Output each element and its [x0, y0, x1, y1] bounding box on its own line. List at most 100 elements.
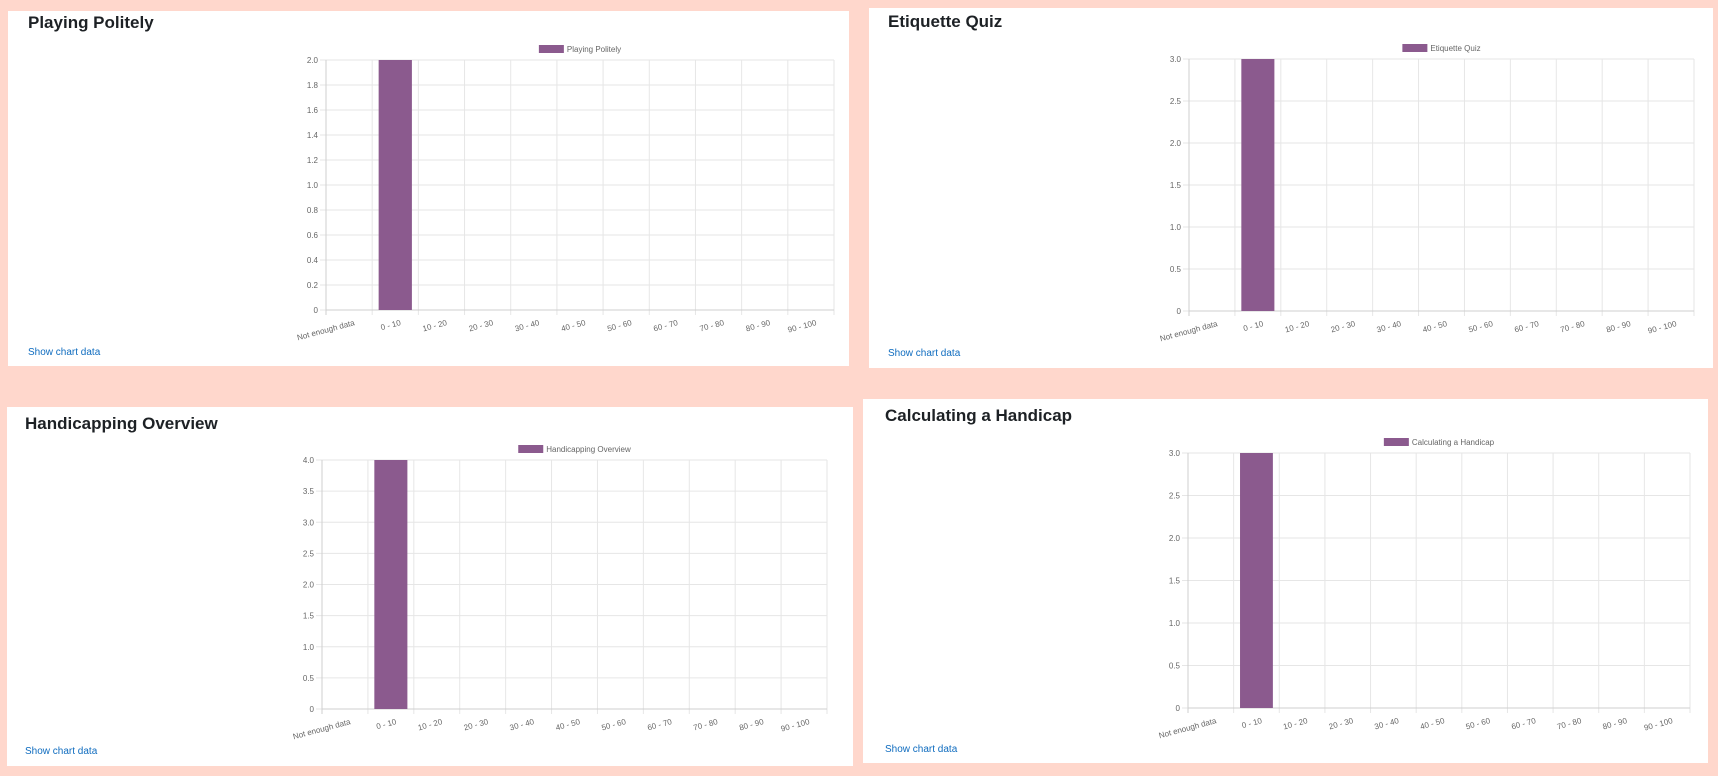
legend-label: Calculating a Handicap [1412, 438, 1495, 447]
bar [1240, 453, 1273, 708]
y-tick-label: 1.5 [1170, 181, 1182, 190]
show-chart-data-link[interactable]: Show chart data [888, 348, 961, 359]
legend-label: Etiquette Quiz [1430, 44, 1480, 53]
chart-card-etiquette-quiz: Etiquette Quiz Etiquette Quiz 0 0.5 1.0 1.5 2… [869, 8, 1713, 368]
x-tick-label: 70 - 80 [1559, 319, 1586, 334]
y-tick-label: 0 [310, 705, 315, 714]
y-tick-label: 1.0 [303, 643, 315, 652]
y-tick-label: 2.5 [1169, 492, 1181, 501]
bar-chart: Etiquette Quiz 0 0.5 1.0 1.5 2.0 2.5 3.0 Not eno… [1159, 44, 1695, 343]
x-tick-label: 40 - 50 [555, 717, 582, 732]
y-tick-label: 2.0 [307, 56, 319, 65]
x-tick-label: 50 - 60 [601, 717, 628, 732]
x-tick-label: 60 - 70 [1510, 716, 1537, 731]
y-tick-label: 3.5 [303, 487, 315, 496]
x-tick-label: 10 - 20 [422, 318, 449, 333]
x-tick-label: 50 - 60 [606, 318, 633, 333]
y-tick-label: 3.0 [1169, 449, 1181, 458]
x-tick-label: 90 - 100 [787, 318, 818, 334]
y-tick-label: 0.5 [303, 674, 315, 683]
chart-card-playing-politely: Playing Politely Playing Politely 0 0.2 0.4… [8, 11, 849, 366]
y-tick-label: 0.5 [1170, 265, 1182, 274]
x-tick-label: 60 - 70 [1513, 319, 1540, 334]
bar [1241, 59, 1275, 311]
x-tick-label: 90 - 100 [1647, 319, 1678, 335]
legend-swatch [518, 445, 544, 453]
y-tick-label: 3.0 [303, 518, 315, 527]
x-tick-label: 70 - 80 [699, 318, 726, 333]
x-tick-label: 0 - 10 [1242, 319, 1265, 333]
chart-legend: Playing Politely [538, 45, 621, 54]
y-tick-label: 0 [1177, 307, 1182, 316]
y-tick-label: 1.8 [307, 81, 319, 90]
x-tick-label: 20 - 30 [1330, 319, 1357, 334]
x-tick-label: 0 - 10 [1241, 716, 1264, 730]
x-tick-label: Not enough data [1159, 319, 1219, 343]
x-tick-label: 40 - 50 [1422, 319, 1449, 334]
x-tick-label: 30 - 40 [514, 318, 541, 333]
y-tick-label: 1.5 [1169, 577, 1181, 586]
x-tick-label: 90 - 100 [780, 717, 811, 733]
legend-swatch [538, 45, 564, 53]
x-tick-label: 10 - 20 [417, 717, 444, 732]
chart-legend: Handicapping Overview [518, 445, 631, 454]
chart-card-calculating-a-handicap: Calculating a Handicap Calculating a Han… [863, 399, 1708, 763]
x-tick-label: 30 - 40 [1373, 716, 1400, 731]
chart-title: Calculating a Handicap [885, 406, 1073, 425]
chart-legend: Etiquette Quiz [1402, 44, 1481, 53]
x-tick-label: 60 - 70 [652, 318, 679, 333]
legend-swatch [1383, 438, 1409, 446]
y-tick-label: 1.4 [307, 131, 319, 140]
x-tick-label: Not enough data [292, 717, 352, 741]
y-tick-label: 2.0 [1169, 534, 1181, 543]
legend-label: Playing Politely [567, 45, 621, 54]
y-tick-label: 0.4 [307, 256, 319, 265]
legend-swatch [1402, 44, 1428, 52]
y-tick-label: 0.6 [307, 231, 319, 240]
chart-card-handicapping-overview: Handicapping Overview Handicapping Overv… [7, 407, 853, 766]
y-tick-label: 2.0 [1170, 139, 1182, 148]
x-tick-label: 50 - 60 [1468, 319, 1495, 334]
x-tick-label: 80 - 90 [738, 717, 765, 732]
show-chart-data-link[interactable]: Show chart data [28, 347, 101, 358]
y-tick-label: 0.8 [307, 206, 319, 215]
x-tick-label: 70 - 80 [1556, 716, 1583, 731]
chart-title: Playing Politely [28, 13, 154, 32]
x-tick-label: 0 - 10 [380, 318, 403, 332]
x-tick-label: 40 - 50 [560, 318, 587, 333]
x-tick-label: 80 - 90 [745, 318, 772, 333]
y-tick-label: 1.0 [1169, 619, 1181, 628]
y-tick-label: 2.5 [1170, 97, 1182, 106]
y-tick-label: 1.5 [303, 612, 315, 621]
bar-chart: Playing Politely 0 0.2 0.4 0.6 0.8 1.0 1.2 1.4 1.… [296, 45, 835, 342]
chart-legend: Calculating a Handicap [1383, 438, 1495, 447]
x-tick-label: 60 - 70 [646, 717, 673, 732]
x-tick-label: 20 - 30 [463, 717, 490, 732]
y-tick-label: 0.5 [1169, 662, 1181, 671]
legend-label: Handicapping Overview [546, 445, 631, 454]
x-tick-label: 30 - 40 [1376, 319, 1403, 334]
x-tick-label: 80 - 90 [1605, 319, 1632, 334]
x-tick-label: 70 - 80 [692, 717, 719, 732]
y-tick-label: 1.2 [307, 156, 319, 165]
x-tick-label: 80 - 90 [1602, 716, 1629, 731]
y-tick-label: 1.6 [307, 106, 319, 115]
y-tick-label: 0.2 [307, 281, 319, 290]
y-tick-label: 0 [314, 306, 319, 315]
x-tick-label: 20 - 30 [1328, 716, 1355, 731]
y-tick-label: 1.0 [307, 181, 319, 190]
y-tick-label: 3.0 [1170, 55, 1182, 64]
y-tick-label: 0 [1176, 704, 1181, 713]
show-chart-data-link[interactable]: Show chart data [885, 744, 958, 755]
chart-title: Handicapping Overview [25, 414, 218, 433]
x-tick-label: 10 - 20 [1284, 319, 1311, 334]
x-tick-label: Not enough data [1158, 716, 1218, 740]
y-tick-label: 4.0 [303, 456, 315, 465]
x-tick-label: Not enough data [296, 318, 356, 342]
x-tick-label: 50 - 60 [1465, 716, 1492, 731]
show-chart-data-link[interactable]: Show chart data [25, 746, 98, 757]
x-tick-label: 30 - 40 [509, 717, 536, 732]
bar-chart: Calculating a Handicap 0 0.5 1.0 1.5 2.0 2.5 3.… [1158, 438, 1691, 740]
x-tick-label: 40 - 50 [1419, 716, 1446, 731]
x-tick-label: 20 - 30 [468, 318, 495, 333]
